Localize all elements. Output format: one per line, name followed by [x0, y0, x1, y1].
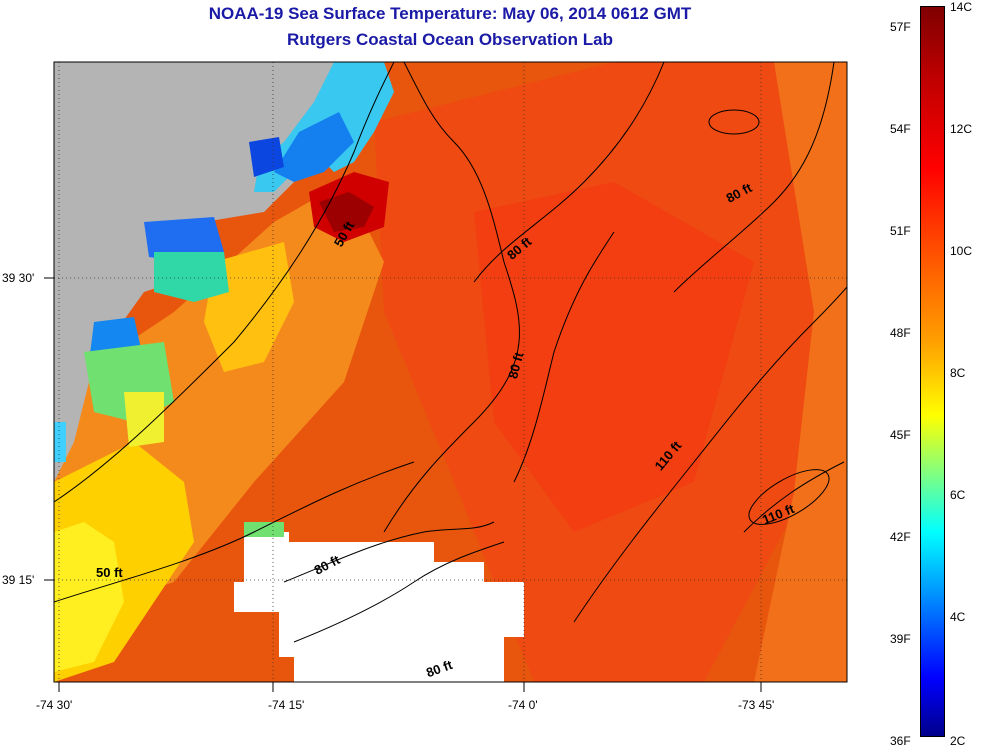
- warm-core: [474, 182, 754, 532]
- nearshore-yellow-2: [54, 522, 124, 672]
- colorbar-f-label: 48F: [890, 326, 911, 340]
- sst-map[interactable]: 50 ft 80 ft 80 ft 80 ft 50 ft 80 ft 80 f…: [54, 62, 847, 682]
- colorbar-f-label: 57F: [890, 20, 911, 34]
- x-tick-label: -74 15': [268, 698, 305, 712]
- contour-110ft-b: [743, 461, 845, 533]
- x-tick-label: -74 30': [36, 698, 73, 712]
- bay-cold: [144, 217, 224, 262]
- colorbar-c-label: 2C: [950, 734, 966, 748]
- y-tick-label: 39 15': [2, 573, 35, 587]
- contours: [54, 62, 847, 643]
- colorbar-c-label: 4C: [950, 610, 966, 624]
- contour-50ft-b: [54, 461, 415, 603]
- contour-80ft-a: [383, 62, 520, 533]
- contour-80ft-c: [513, 231, 615, 483]
- grid-lines: [54, 62, 847, 682]
- colorbar-c-label: 8C: [950, 366, 966, 380]
- depth-label: 50 ft: [96, 565, 123, 580]
- axis-ticks: [44, 61, 848, 692]
- x-tick-label: -74 0': [508, 698, 538, 712]
- bay-teal: [154, 252, 229, 302]
- contour-cloud-a: [283, 521, 495, 583]
- cold-coastal-2: [274, 112, 354, 182]
- contour-110ft-a: [573, 286, 847, 623]
- contour-80ft-b: [473, 62, 665, 283]
- colorbar-f-label: 39F: [890, 632, 911, 646]
- colorbar-f-label: 45F: [890, 428, 911, 442]
- edge-cyan: [54, 422, 66, 462]
- colorbar-f-label: 54F: [890, 122, 911, 136]
- east-cooler: [754, 62, 847, 682]
- colorbar-c-label: 6C: [950, 488, 966, 502]
- contour-50ft-a: [54, 62, 395, 503]
- colorbar-f-label: 51F: [890, 224, 911, 238]
- nodata-region: [234, 532, 524, 682]
- contour-cloud-b: [293, 541, 505, 643]
- inlet-yellow: [124, 392, 164, 447]
- chart-title: NOAA-19 Sea Surface Temperature: May 06,…: [208, 4, 692, 23]
- hot-core: [319, 192, 374, 232]
- cloud-edge-green: [244, 522, 284, 537]
- colorbar-c-label: 14C: [950, 0, 973, 14]
- colorbar-c-label: 12C: [950, 122, 973, 136]
- map-frame: [53, 61, 848, 683]
- shoal-ellipse-2: [748, 469, 830, 525]
- tick-marks: [44, 277, 762, 692]
- cold-pocket: [249, 137, 284, 177]
- colorbar-f-label: 42F: [890, 530, 911, 544]
- y-tick-label: 39 30': [2, 271, 35, 285]
- colorbar-f-label: 36F: [890, 734, 911, 748]
- depth-label: 80 ft: [505, 350, 527, 380]
- colorbar-c-label: 10C: [950, 244, 973, 258]
- x-tick-label: -73 45': [738, 698, 775, 712]
- contour-80ft-d: [673, 62, 835, 293]
- chart-subtitle: Rutgers Coastal Ocean Observation Lab: [287, 30, 613, 49]
- sst-map-canvas: 50 ft 80 ft 80 ft 80 ft 50 ft 80 ft 80 f…: [54, 62, 847, 682]
- colorbar: [920, 6, 945, 737]
- shoal-ellipse-1: [708, 109, 760, 135]
